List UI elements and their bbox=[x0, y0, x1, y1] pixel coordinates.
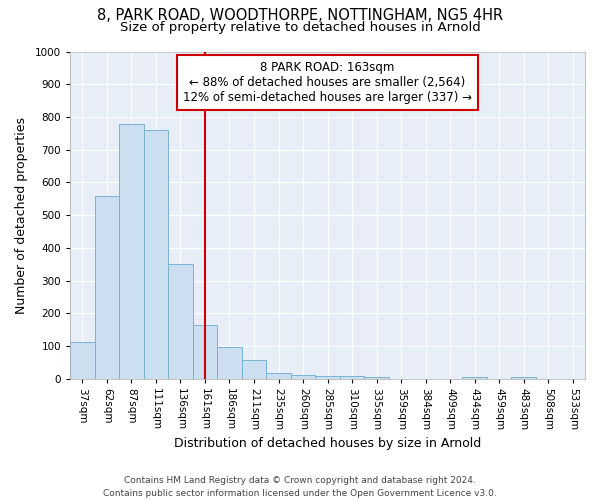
Bar bbox=[315, 376, 340, 379]
Text: Contains HM Land Registry data © Crown copyright and database right 2024.
Contai: Contains HM Land Registry data © Crown c… bbox=[103, 476, 497, 498]
Bar bbox=[168, 264, 193, 379]
Text: Size of property relative to detached houses in Arnold: Size of property relative to detached ho… bbox=[119, 21, 481, 34]
Bar bbox=[266, 373, 291, 379]
Bar bbox=[463, 376, 487, 379]
Bar bbox=[119, 124, 143, 379]
Bar bbox=[364, 378, 389, 379]
Text: 8 PARK ROAD: 163sqm
← 88% of detached houses are smaller (2,564)
12% of semi-det: 8 PARK ROAD: 163sqm ← 88% of detached ho… bbox=[183, 62, 472, 104]
Text: 8, PARK ROAD, WOODTHORPE, NOTTINGHAM, NG5 4HR: 8, PARK ROAD, WOODTHORPE, NOTTINGHAM, NG… bbox=[97, 8, 503, 22]
Y-axis label: Number of detached properties: Number of detached properties bbox=[15, 116, 28, 314]
Bar bbox=[95, 196, 119, 379]
Bar bbox=[217, 347, 242, 379]
Bar bbox=[511, 378, 536, 379]
Bar bbox=[143, 130, 168, 379]
Bar bbox=[340, 376, 364, 379]
X-axis label: Distribution of detached houses by size in Arnold: Distribution of detached houses by size … bbox=[174, 437, 481, 450]
Bar bbox=[193, 325, 217, 379]
Bar bbox=[70, 342, 95, 379]
Bar bbox=[291, 374, 315, 379]
Bar bbox=[242, 360, 266, 379]
